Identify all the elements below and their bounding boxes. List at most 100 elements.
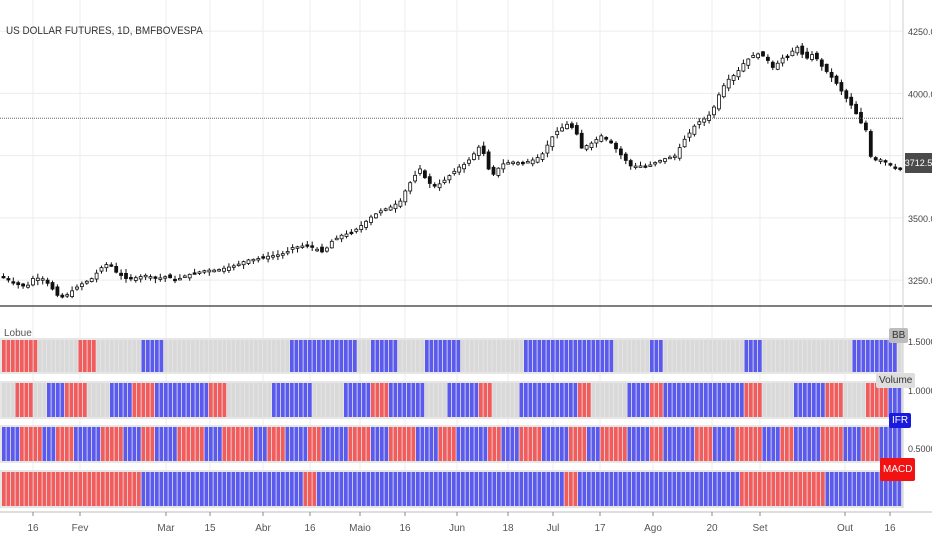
candle-body (839, 82, 844, 92)
indicator-bar (582, 340, 587, 372)
indicator-panel (0, 338, 903, 508)
indicator-bar (834, 427, 839, 461)
indicator-bar (510, 383, 515, 417)
indicator-bar (204, 383, 209, 417)
indicator-bar (753, 340, 758, 372)
indicator-bar (65, 383, 69, 417)
indicator-bar (132, 383, 137, 417)
candle-body (849, 96, 854, 106)
indicator-bar (92, 383, 96, 417)
indicator-bar (893, 472, 897, 506)
indicator-bar (42, 340, 47, 372)
indicator-bar (848, 340, 852, 372)
indicator-bar (375, 427, 380, 461)
indicator-bar (384, 427, 389, 461)
candle-body (324, 247, 329, 252)
candle-body (55, 286, 60, 296)
indicator-bar (866, 472, 870, 506)
indicator-bar (321, 383, 326, 417)
candle-body (173, 278, 177, 282)
indicator-bar (506, 383, 510, 417)
indicator-bar (384, 472, 389, 506)
indicator-bar (420, 340, 425, 372)
candle-body (354, 228, 359, 232)
indicator-bar (299, 340, 303, 372)
indicator-bar (533, 427, 537, 461)
indicator-bar (20, 383, 24, 417)
indicator-bar (569, 427, 573, 461)
indicator-bar (110, 340, 114, 372)
indicator-bar (447, 472, 452, 506)
indicator-bar (821, 340, 825, 372)
indicator-bar (515, 472, 519, 506)
indicator-bar (699, 340, 704, 372)
indicator-bar (308, 472, 312, 506)
indicator-bar (326, 340, 330, 372)
candle-body (756, 53, 760, 59)
indicator-bar (596, 472, 600, 506)
indicator-bar (848, 383, 852, 417)
indicator-bar (155, 383, 159, 417)
indicator-bar (128, 427, 132, 461)
indicator-bar (281, 427, 285, 461)
candle-body (868, 131, 873, 157)
candle-body (668, 156, 672, 160)
indicator-bar (398, 427, 402, 461)
indicator-bar (101, 472, 105, 506)
indicator-bar (65, 472, 69, 506)
indicator-bar (51, 340, 56, 372)
indicator-bar (366, 472, 371, 506)
candle-body (202, 270, 207, 273)
indicator-bar (2, 472, 6, 506)
indicator-bar (888, 340, 893, 372)
indicator-bar (695, 427, 699, 461)
indicator-bar (582, 472, 587, 506)
indicator-bar (681, 383, 686, 417)
indicator-bar (884, 340, 888, 372)
candle-body (35, 277, 40, 281)
indicator-bar (636, 340, 641, 372)
indicator-bar (866, 340, 870, 372)
candle-body (373, 213, 378, 219)
indicator-bar (870, 383, 875, 417)
candle-body (280, 253, 285, 256)
candle-body (775, 62, 780, 70)
indicator-bar (155, 340, 159, 372)
indicator-bar (645, 472, 650, 506)
indicator-bar (839, 383, 843, 417)
indicator-bar (303, 383, 308, 417)
indicator-bar (380, 383, 384, 417)
indicator-bar (452, 427, 456, 461)
indicator-bar (420, 427, 425, 461)
indicator-bar (447, 340, 452, 372)
indicator-bar (416, 427, 420, 461)
indicator-bar (609, 383, 614, 417)
candle-body (320, 246, 324, 253)
indicator-bar (438, 427, 443, 461)
candle-body (682, 138, 687, 148)
indicator-bar (560, 427, 564, 461)
indicator-bar (722, 340, 726, 372)
indicator-bar (191, 340, 195, 372)
indicator-bar (249, 427, 254, 461)
indicator-bar (672, 472, 677, 506)
candle-body (393, 203, 398, 210)
indicator-bar (425, 427, 429, 461)
indicator-bar (843, 472, 848, 506)
indicator-bar (326, 427, 330, 461)
indicator-bar (758, 340, 762, 372)
indicator-bar (281, 340, 285, 372)
candle-body (790, 50, 795, 57)
indicator-bar (173, 383, 177, 417)
indicator-bar (254, 472, 258, 506)
indicator-bar (798, 340, 803, 372)
candle-body (177, 278, 182, 281)
indicator-bar (141, 427, 146, 461)
indicator-bar (452, 383, 456, 417)
candle-body (369, 216, 373, 223)
indicator-bar (794, 340, 798, 372)
candle-body (496, 167, 501, 176)
indicator-bar (407, 383, 411, 417)
indicator-bar (690, 383, 695, 417)
indicator-bar (546, 472, 551, 506)
